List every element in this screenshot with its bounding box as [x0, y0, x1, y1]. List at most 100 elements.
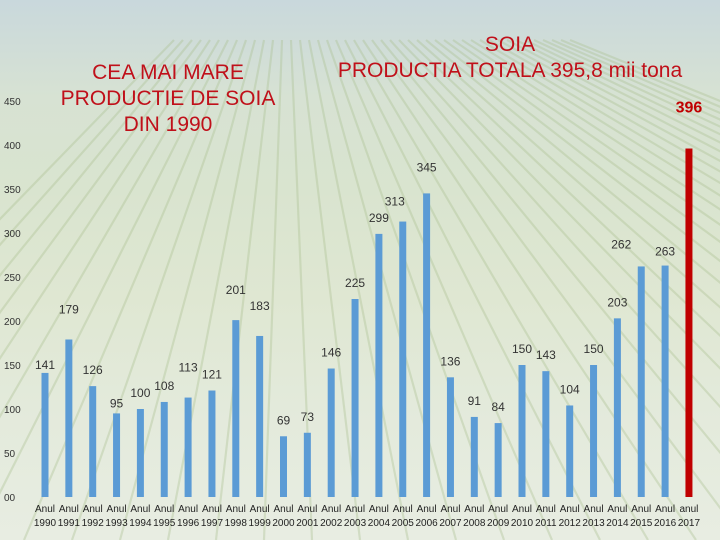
field-row [298, 39, 362, 540]
bar [280, 436, 287, 497]
bar [613, 318, 621, 497]
field-row [371, 39, 720, 510]
field-row [380, 39, 720, 455]
field-row [470, 39, 720, 197]
record-title: CEA MAI MARE PRODUCTIE DE SOIA DIN 1990 [48, 60, 288, 138]
x-tick-label-bottom: 1990 [34, 518, 57, 529]
field-row [479, 39, 720, 185]
x-tick-label-top: Anul [154, 504, 174, 515]
x-tick-label-top: Anul [512, 504, 532, 515]
x-tick-label-bottom: 1997 [201, 518, 224, 529]
x-tick-label-top: Anul [107, 504, 127, 515]
field-row [524, 39, 720, 136]
x-tick-label-top: Anul [655, 504, 675, 515]
data-label: 263 [655, 245, 675, 259]
x-tick-label-bottom: 1998 [225, 518, 248, 529]
x-tick-label-bottom: 2009 [487, 518, 510, 529]
bar [327, 368, 335, 497]
x-tick-label-top: Anul [560, 504, 580, 515]
x-tick-label-top: Anul [607, 504, 627, 515]
data-label: 183 [250, 299, 270, 313]
x-tick-label-bottom: 1996 [177, 518, 200, 529]
bar [494, 423, 502, 497]
y-tick-label: 00 [4, 493, 16, 504]
data-label: 69 [277, 413, 291, 427]
data-label: 179 [59, 302, 79, 316]
field-row [434, 39, 720, 263]
data-label: 113 [179, 361, 198, 375]
bar [518, 365, 526, 497]
x-tick-label-top: Anul [321, 504, 341, 515]
field-row [214, 39, 275, 540]
x-tick-label-top: Anul [393, 504, 413, 515]
bar [423, 193, 431, 497]
x-tick-label-bottom: 2012 [559, 518, 582, 529]
data-label: 143 [536, 348, 556, 362]
x-tick-label-bottom: 1994 [129, 518, 152, 529]
x-tick-label-bottom: 2014 [606, 518, 629, 529]
bar [256, 335, 264, 497]
x-tick-label-bottom: 2002 [320, 518, 343, 529]
x-tick-label-bottom: 2017 [678, 518, 701, 529]
field-row [389, 39, 720, 409]
field-row [425, 39, 720, 285]
x-tick-label-top: Anul [202, 504, 222, 515]
x-tick-label-bottom: 2006 [415, 518, 438, 529]
x-tick-label-bottom: 1999 [249, 518, 272, 529]
x-tick-label-top: Anul [178, 504, 198, 515]
x-tick-label-top: Anul [631, 504, 651, 515]
bar [113, 413, 121, 497]
y-tick-label: 50 [4, 449, 16, 460]
x-tick-label-bottom: 1995 [153, 518, 176, 529]
data-label: 225 [345, 276, 365, 290]
field-row [0, 39, 220, 419]
bar-highlight-2017 [685, 148, 693, 497]
x-tick-label-top: Anul [369, 504, 389, 515]
field-row [353, 39, 649, 540]
x-tick-label-top: Anul [250, 504, 270, 515]
bar [542, 371, 550, 497]
field-row [307, 39, 410, 540]
bar [65, 339, 73, 497]
x-tick-label-bottom: 1991 [58, 518, 81, 529]
data-label: 345 [417, 160, 437, 174]
x-tick-label-bottom: 2004 [368, 518, 391, 529]
x-tick-label-bottom: 2013 [582, 518, 605, 529]
x-tick-label-top: Anul [440, 504, 460, 515]
field-row [533, 39, 720, 128]
y-tick-label: 300 [4, 229, 21, 240]
data-label: 299 [369, 211, 389, 225]
x-tick-label-bottom: 2007 [439, 518, 462, 529]
bar [160, 401, 168, 497]
field-row [416, 39, 720, 309]
total-title-line-2: PRODUCTIA TOTALA 395,8 mii tona [337, 59, 683, 82]
y-tick-label: 100 [4, 405, 21, 416]
field-row [334, 39, 554, 540]
bar [184, 397, 192, 497]
x-tick-label-top: Anul [130, 504, 150, 515]
data-label: 126 [83, 363, 103, 377]
x-tick-label-bottom: 2008 [463, 518, 486, 529]
data-label: 121 [202, 368, 222, 382]
bar [661, 265, 669, 497]
x-tick-label-bottom: 2015 [630, 518, 653, 529]
bar [375, 233, 383, 497]
bar [590, 365, 598, 497]
bar [470, 416, 478, 497]
data-label: 104 [560, 382, 580, 396]
data-label: 136 [440, 354, 460, 368]
field-row [0, 39, 229, 495]
x-tick-label-top: Anul [59, 504, 79, 515]
x-tick-label-top: Anul [35, 504, 55, 515]
data-label: 203 [607, 295, 627, 309]
field-row [452, 39, 720, 226]
bar [303, 432, 311, 497]
y-tick-label: 450 [4, 97, 21, 108]
y-tick-label: 350 [4, 185, 21, 196]
field-row [166, 39, 266, 540]
bar [41, 372, 49, 497]
field-row [22, 39, 239, 540]
field-row [316, 39, 458, 540]
